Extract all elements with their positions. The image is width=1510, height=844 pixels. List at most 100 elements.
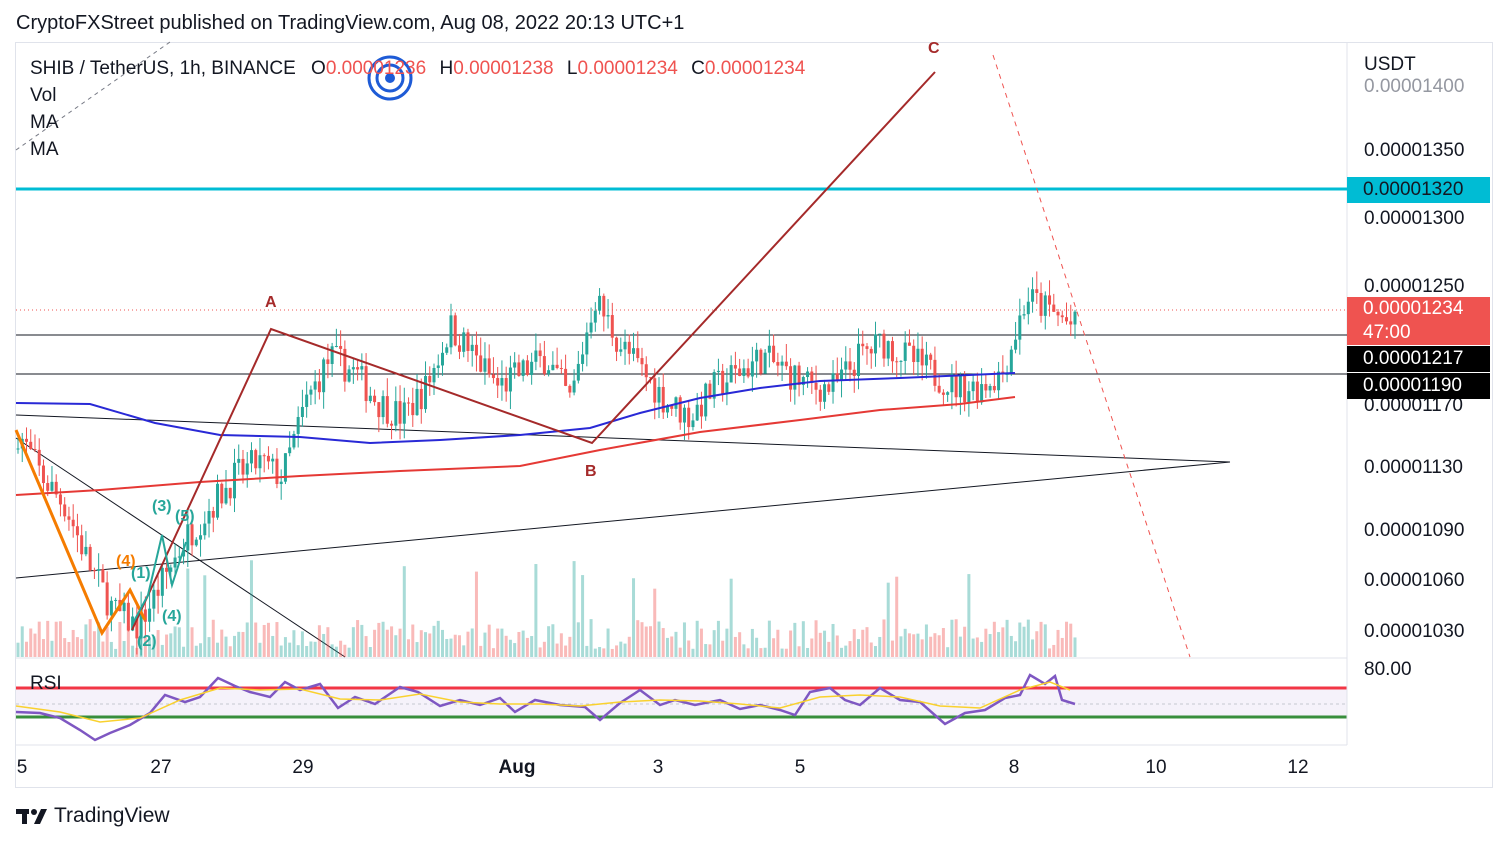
legend-ma-1[interactable]: MA xyxy=(30,112,59,133)
wave-label-b: B xyxy=(585,463,597,480)
legend-symbol[interactable]: SHIB / TetherUS, 1h, BINANCE xyxy=(30,58,296,79)
candle-body xyxy=(474,344,478,356)
volume-bar xyxy=(466,631,470,657)
volume-bar xyxy=(810,638,814,657)
volume-bar xyxy=(793,622,797,657)
time-tick-0: 5 xyxy=(16,757,28,778)
volume-bar xyxy=(695,620,699,657)
legend-ma-2[interactable]: MA xyxy=(30,139,59,160)
volume-bar xyxy=(598,646,602,657)
volume-bar xyxy=(873,646,877,657)
volume-bar xyxy=(334,646,338,657)
volume-bar xyxy=(220,629,224,657)
volume-bar xyxy=(1043,624,1047,657)
candle-body xyxy=(407,402,411,404)
candle-body xyxy=(156,589,160,596)
candle-body xyxy=(440,352,444,366)
target-icon-outer xyxy=(367,55,413,101)
volume-bar xyxy=(496,628,500,657)
candle-body xyxy=(704,383,708,417)
candle-body xyxy=(767,345,771,353)
volume-bar xyxy=(322,633,326,657)
candle-body xyxy=(763,352,767,374)
candle-body xyxy=(46,483,50,491)
candle-body xyxy=(687,407,691,428)
legend-o-val: 0.00001236 xyxy=(325,58,427,79)
candle-body xyxy=(258,455,262,469)
candle-body xyxy=(818,389,822,402)
volume-bar xyxy=(551,624,555,657)
tradingview-footer[interactable]: TradingView xyxy=(16,804,170,828)
candle-body xyxy=(1073,311,1077,325)
volume-bar xyxy=(776,629,780,657)
chart-frame[interactable] xyxy=(15,42,1493,788)
candle-body xyxy=(398,401,402,424)
wave-label-g2: (2) xyxy=(137,633,157,650)
candle-body xyxy=(419,388,423,410)
volume-bar xyxy=(368,647,372,657)
candle-body xyxy=(271,458,275,462)
volume-bar xyxy=(958,636,962,657)
volume-bar xyxy=(156,630,160,657)
volume-bar xyxy=(997,632,1001,657)
candle-body xyxy=(890,341,894,362)
volume-bar xyxy=(71,629,75,657)
volume-bar xyxy=(84,624,88,657)
volume-bar xyxy=(780,648,784,657)
volume-bar xyxy=(980,641,984,657)
volume-bar xyxy=(975,637,979,657)
volume-bar xyxy=(432,625,436,657)
volume-bar xyxy=(806,647,810,657)
candle-body xyxy=(623,341,627,350)
volume-bar xyxy=(674,631,678,657)
volume-bar xyxy=(118,621,122,657)
volume-bar xyxy=(279,645,283,657)
candle-body xyxy=(827,384,831,392)
volume-bar xyxy=(152,636,156,657)
volume-bar xyxy=(606,628,610,657)
candle-body xyxy=(334,345,338,347)
legend-l-key: L xyxy=(566,58,578,79)
volume-bar xyxy=(173,626,177,657)
volume-bar xyxy=(317,625,321,657)
volume-bar xyxy=(538,647,542,657)
candle-body xyxy=(657,386,661,403)
candle-body xyxy=(487,358,491,375)
legend-vol[interactable]: Vol xyxy=(30,85,57,106)
volume-bar xyxy=(415,642,419,657)
volume-bar xyxy=(360,624,364,657)
wave-label-g1: (1) xyxy=(131,565,151,582)
candle-body xyxy=(237,458,241,463)
volume-bar xyxy=(708,644,712,657)
volume-bar xyxy=(266,622,270,657)
volume-bar xyxy=(941,628,945,657)
volume-bar xyxy=(1039,621,1043,657)
candle-body xyxy=(801,377,805,385)
wave-label-g5: (5) xyxy=(175,508,195,525)
volume-bar xyxy=(878,636,882,657)
volume-bar xyxy=(716,620,720,657)
volume-bar xyxy=(615,645,619,657)
volume-bar xyxy=(92,631,96,657)
candle-body xyxy=(220,483,224,504)
candle-body xyxy=(878,333,882,335)
candle-body xyxy=(784,361,788,367)
legend-rsi[interactable]: RSI xyxy=(30,673,62,694)
volume-bar xyxy=(207,637,211,657)
candle-body xyxy=(593,310,597,323)
candle-body xyxy=(831,373,835,392)
candle-body xyxy=(339,345,343,349)
volume-bar xyxy=(385,629,389,657)
candle-body xyxy=(759,349,763,374)
last-price-value: 0.00001234 xyxy=(1363,298,1464,319)
level-tag-1: 0.00001217 xyxy=(1347,346,1490,372)
candle-body xyxy=(814,382,818,390)
volume-bar xyxy=(530,636,534,657)
volume-bar xyxy=(46,620,50,657)
volume-bar xyxy=(407,639,411,657)
publisher-header: CryptoFXStreet published on TradingView.… xyxy=(16,12,685,34)
volume-bar xyxy=(457,635,461,657)
candle-body xyxy=(228,487,232,499)
candle-body xyxy=(857,343,861,376)
